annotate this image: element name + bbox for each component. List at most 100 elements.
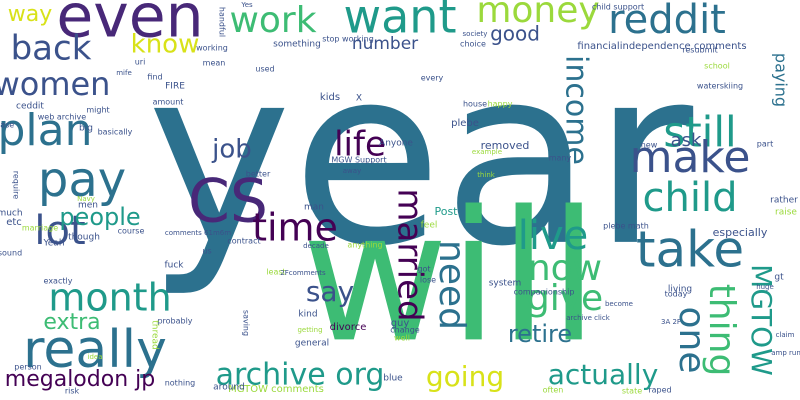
- word-much: much: [0, 209, 23, 219]
- word-2fcomments: 2Fcomments: [280, 269, 326, 277]
- word-back: back: [11, 29, 92, 69]
- word-something: something: [273, 40, 321, 50]
- word-rather: rather: [770, 196, 798, 206]
- word-probably: probably: [157, 317, 192, 326]
- word-comments-61m6m: comments 61m6m: [165, 229, 231, 237]
- word-marriage: marriage: [22, 224, 58, 233]
- word-choice: choice: [460, 40, 486, 49]
- word-divorce: divorce: [330, 322, 367, 333]
- word-waterskiing: waterskiing: [697, 82, 743, 91]
- word-child: child: [643, 175, 738, 221]
- word-especially: especially: [713, 226, 768, 239]
- word-part: part: [757, 140, 773, 149]
- word-uri: uri: [135, 58, 146, 67]
- word-us: us: [202, 247, 211, 256]
- word-ceddit: ceddit: [16, 102, 44, 112]
- word-system: system: [489, 279, 522, 289]
- word-away: away: [343, 167, 361, 175]
- word-exactly: exactly: [44, 277, 73, 286]
- word-one: one: [671, 307, 712, 374]
- word-mgtow-comments: MGTOW comments: [228, 384, 324, 395]
- word-mgw-support: MGW Support: [331, 156, 386, 165]
- word-really: really: [23, 320, 167, 380]
- word-now: now: [528, 248, 602, 289]
- word-life: life: [334, 125, 386, 165]
- word-income: income: [559, 55, 594, 165]
- word-change: change: [390, 326, 420, 335]
- word-financialindependence-comments: financialindependence comments: [577, 41, 746, 52]
- word-say: say: [306, 275, 354, 308]
- word-even: even: [56, 0, 203, 52]
- word-feel: feel: [421, 221, 438, 231]
- word-anything: anything: [347, 241, 382, 250]
- word-amp-run: amp run: [771, 349, 800, 357]
- word-megalodon-jp: megalodon jp: [5, 367, 155, 392]
- word-work: work: [229, 0, 316, 41]
- word-actually: actually: [548, 358, 659, 391]
- word-general: general: [295, 339, 329, 349]
- word-idea: idea: [88, 353, 103, 361]
- word-sound: sound: [0, 249, 22, 258]
- word-etc: etc: [6, 217, 22, 228]
- word-many: many: [549, 154, 572, 163]
- word-getting: getting: [297, 326, 322, 334]
- word-yeah: Yeah: [42, 239, 64, 249]
- word-companionship: companionship: [514, 288, 575, 297]
- word-handful: handful: [218, 7, 227, 37]
- word-big: big: [79, 124, 93, 134]
- word-mife: mife: [116, 69, 132, 77]
- word-child-support: child support: [592, 3, 644, 12]
- word-give: give: [527, 278, 603, 319]
- word-nothing: nothing: [165, 379, 196, 388]
- word-working: working: [196, 44, 228, 53]
- word-take: take: [636, 221, 744, 279]
- word-contract: contract: [227, 237, 260, 246]
- word-men: men: [78, 201, 98, 211]
- word-need: need: [431, 240, 472, 330]
- word-mgtow: MGTOW: [745, 264, 778, 376]
- word-plebe: plebe: [451, 118, 479, 129]
- word-society: society: [463, 30, 488, 38]
- word-happy: happy: [488, 100, 513, 109]
- word-x: X: [356, 94, 362, 104]
- word-raped: raped: [648, 386, 671, 395]
- word-house: house: [463, 100, 487, 109]
- word-live: live: [518, 213, 589, 259]
- word-thread: thread: [150, 320, 160, 350]
- word-good: good: [490, 22, 540, 46]
- word-often: often: [543, 386, 564, 395]
- word-blue: blue: [383, 374, 403, 384]
- word-well: well: [394, 334, 410, 343]
- word-amount: amount: [153, 98, 184, 107]
- word-know: know: [131, 30, 200, 60]
- word-pay: pay: [38, 152, 126, 208]
- word-going: going: [426, 360, 504, 393]
- word-kids: kids: [320, 92, 340, 103]
- word-archive-org: archive org: [216, 358, 385, 393]
- word-become: become: [605, 300, 633, 308]
- word-today: today: [665, 290, 688, 299]
- word-3a-2f: 3A 2F: [661, 318, 681, 326]
- word-anyone: Anyone: [379, 139, 413, 149]
- word-guy: guy: [391, 318, 410, 329]
- word-lot: lot: [34, 208, 85, 254]
- word-reddit: reddit: [608, 0, 726, 43]
- word-example: example: [472, 148, 502, 156]
- word-used: used: [255, 65, 274, 74]
- word-fuck: fuck: [164, 261, 184, 271]
- word-job: job: [211, 135, 252, 165]
- word-kind: kind: [298, 310, 317, 320]
- word-people: people: [59, 203, 140, 231]
- word-post: Post: [434, 205, 458, 218]
- word-decade: decade: [303, 242, 329, 250]
- word-archive-click: archive click: [566, 314, 611, 322]
- word-extra: extra: [43, 310, 100, 335]
- word-cs: CS: [188, 167, 268, 237]
- word-will: will: [301, 173, 598, 382]
- word-gt: gt: [774, 273, 784, 283]
- word-money: money: [476, 0, 599, 31]
- word-thing: thing: [701, 284, 742, 377]
- word-want: want: [343, 0, 456, 44]
